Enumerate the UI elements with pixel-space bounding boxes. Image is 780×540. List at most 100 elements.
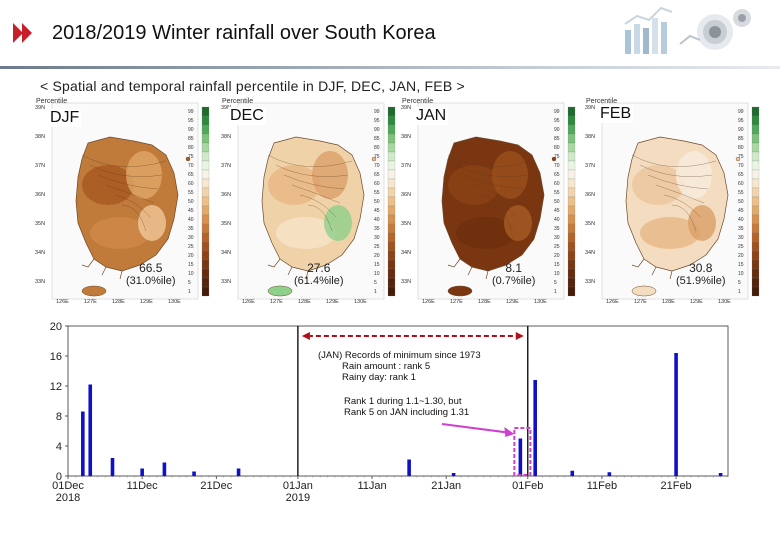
scale-segment <box>567 259 576 270</box>
scale-tick-label: 90 <box>374 127 380 133</box>
x-tick-label: 21Jan <box>431 480 461 492</box>
scale-segment <box>201 205 210 216</box>
scale-segment <box>751 268 760 279</box>
lat-tick-label: 37N <box>585 163 595 169</box>
scale-segment <box>567 187 576 198</box>
scale-title: Percentile <box>36 98 67 105</box>
scale-segment <box>751 250 760 261</box>
lat-tick-label: 33N <box>221 279 231 285</box>
lat-tick-label: 35N <box>401 221 411 227</box>
scale-segment <box>567 277 576 288</box>
map-percentile: (0.7%ile) <box>492 275 536 287</box>
scale-tick-label: 95 <box>188 118 194 124</box>
scale-tick-label: 20 <box>188 253 194 259</box>
scale-tick-label: 50 <box>188 199 194 205</box>
scale-segment <box>387 169 396 180</box>
scale-tick-label: 99 <box>374 109 380 115</box>
scale-segment <box>201 178 210 189</box>
scale-segment <box>751 142 760 153</box>
scale-segment <box>387 241 396 252</box>
scale-segment <box>201 286 210 297</box>
scale-tick-label: 55 <box>738 190 744 196</box>
scale-segment <box>201 124 210 135</box>
scale-tick-label: 35 <box>374 226 380 232</box>
scale-segment <box>387 250 396 261</box>
scale-tick-label: 35 <box>554 226 560 232</box>
lon-tick-label: 126E <box>606 299 619 305</box>
scale-segment <box>751 115 760 126</box>
map-value-label: 27.6 (61.4%ile) <box>294 261 344 287</box>
scale-tick-label: 20 <box>554 253 560 259</box>
lon-tick-label: 129E <box>326 299 339 305</box>
scale-segment <box>201 151 210 162</box>
title-divider <box>0 66 780 69</box>
lat-tick-label: 36N <box>35 192 45 198</box>
scale-tick-label: 90 <box>554 127 560 133</box>
map-value-label: 30.8 (51.9%ile) <box>676 261 726 287</box>
scale-tick-label: 5 <box>554 280 557 286</box>
scale-segment <box>567 169 576 180</box>
scale-segment <box>201 160 210 171</box>
map-name-label: FEB <box>598 105 634 123</box>
rainfall-bar <box>570 470 575 476</box>
scale-tick-label: 60 <box>554 181 560 187</box>
scale-tick-label: 35 <box>738 226 744 232</box>
scale-tick-label: 95 <box>738 118 744 124</box>
scale-segment <box>751 178 760 189</box>
x-tick-label: 11Dec <box>127 480 158 492</box>
arrowhead-left <box>301 332 310 340</box>
lat-tick-label: 34N <box>401 250 411 256</box>
scale-tick-label: 1 <box>374 289 377 295</box>
scale-tick-label: 80 <box>188 145 194 151</box>
lon-tick-label: 128E <box>298 299 311 305</box>
scale-tick-label: 15 <box>554 262 560 268</box>
scale-segment <box>567 133 576 144</box>
title-bar: 2018/2019 Winter rainfall over South Kor… <box>0 12 780 69</box>
scale-segment <box>387 259 396 270</box>
rainfall-bar <box>451 473 456 476</box>
x-tick-label: 01Dec <box>52 480 84 492</box>
map-percentile: (51.9%ile) <box>676 275 726 287</box>
scale-tick-label: 40 <box>188 217 194 223</box>
rainfall-bar <box>718 473 723 476</box>
scale-tick-label: 1 <box>188 289 191 295</box>
scale-tick-label: 75 <box>188 154 194 160</box>
lat-tick-label: 39N <box>221 105 231 111</box>
lat-tick-label: 37N <box>401 163 411 169</box>
jeju-island <box>631 285 657 297</box>
scale-tick-label: 95 <box>554 118 560 124</box>
scale-segment <box>751 214 760 225</box>
lon-tick-label: 128E <box>478 299 491 305</box>
rainfall-bar <box>88 384 93 476</box>
jeju-island <box>447 285 473 297</box>
y-tick-label: 8 <box>56 411 62 423</box>
scale-tick-label: 35 <box>188 226 194 232</box>
scale-segment <box>567 196 576 207</box>
scale-segment <box>201 223 210 234</box>
scale-segment <box>201 133 210 144</box>
scale-tick-label: 45 <box>738 208 744 214</box>
scale-tick-label: 15 <box>188 262 194 268</box>
scale-tick-label: 25 <box>188 244 194 250</box>
scale-segment <box>387 268 396 279</box>
y-tick-label: 16 <box>50 351 62 363</box>
scale-tick-label: 90 <box>738 127 744 133</box>
scale-tick-label: 30 <box>374 235 380 241</box>
scale-tick-label: 30 <box>738 235 744 241</box>
scale-tick-label: 70 <box>374 163 380 169</box>
scale-tick-label: 20 <box>374 253 380 259</box>
scale-segment <box>201 232 210 243</box>
lon-tick-label: 126E <box>422 299 435 305</box>
lat-tick-label: 37N <box>35 163 45 169</box>
scale-segment <box>387 232 396 243</box>
lon-tick-label: 128E <box>662 299 675 305</box>
lat-tick-label: 33N <box>401 279 411 285</box>
scale-tick-label: 50 <box>374 199 380 205</box>
scale-segment <box>201 142 210 153</box>
scale-segment <box>387 223 396 234</box>
scale-tick-label: 55 <box>374 190 380 196</box>
scale-segment <box>567 268 576 279</box>
highlight-box <box>513 427 532 476</box>
lon-tick-label: 126E <box>56 299 69 305</box>
